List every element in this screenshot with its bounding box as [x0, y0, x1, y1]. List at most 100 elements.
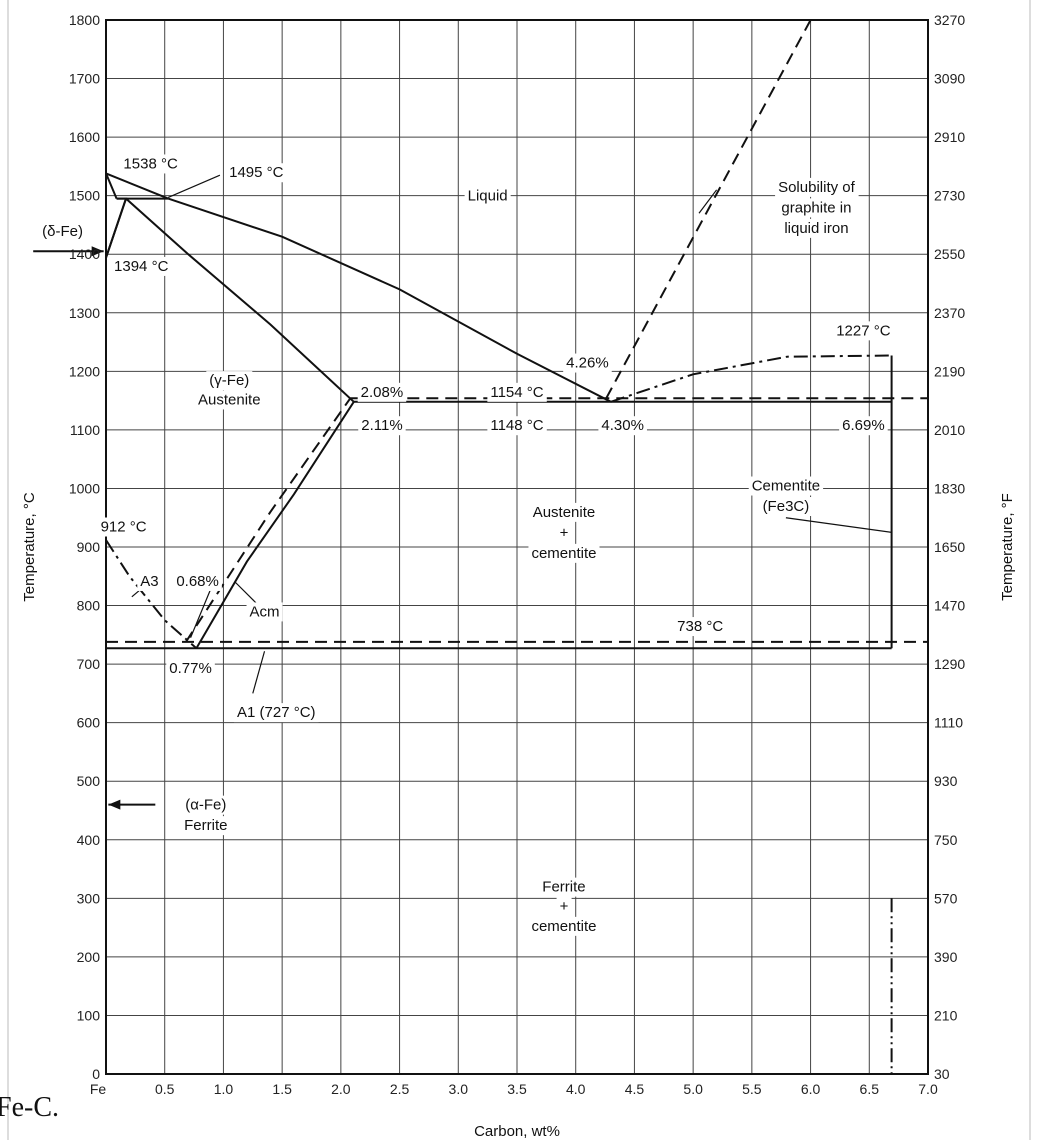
annotation-6: (δ-Fe) — [42, 223, 83, 240]
annotation-bg-9 — [195, 390, 264, 410]
annotation-bg-12 — [487, 382, 547, 402]
x-tick-label-2: 1.0 — [214, 1081, 234, 1097]
y-axis-title-right: Temperature, °F — [999, 493, 1016, 601]
annotation-20: cementite — [531, 545, 596, 562]
arrows — [33, 174, 892, 810]
annotation-bg-23 — [97, 517, 150, 537]
tick-labels: Fe 0.5 1.0 1.5 2.0 2.5 3.0 3.5 4.0 4.5 5.0 5.5 6.0 6.… — [69, 12, 966, 1097]
annotation-30: (α-Fe) — [185, 797, 226, 814]
annotation-bg-2 — [778, 198, 855, 218]
y-tick-label-3: 300 — [77, 890, 101, 906]
annotation-0: Liquid — [468, 188, 508, 205]
annotation-12: 1154 °C — [490, 384, 543, 401]
y-tick-label-16: 1600 — [69, 129, 100, 145]
x-tick-label-9: 4.5 — [625, 1081, 645, 1097]
annotation-4: 1538 °C — [123, 155, 178, 172]
annotation-bg-34 — [528, 916, 600, 936]
x-tick-label-3: 1.5 — [272, 1081, 292, 1097]
annotation-24: A3 — [140, 573, 158, 590]
x-tick-label-4: 2.0 — [331, 1081, 351, 1097]
annotation-bg-32 — [539, 877, 589, 897]
leader-line-5 — [252, 651, 266, 694]
x-tick-label-13: 6.5 — [860, 1081, 880, 1097]
annotation-bg-15 — [598, 416, 647, 436]
annotation-2: graphite in — [781, 199, 851, 216]
y-right-tick-label-12: 2190 — [934, 363, 965, 379]
plot-frame — [105, 19, 929, 1075]
boundary-solidus-delta — [105, 173, 118, 199]
y-right-tick-label-6: 1110 — [934, 715, 963, 731]
y-right-tick-label-15: 2730 — [934, 188, 965, 204]
boundary-liquidus-cementite — [610, 354, 892, 403]
y-right-tick-label-2: 390 — [934, 949, 958, 965]
annotation-bg-21 — [748, 476, 824, 496]
annotation-bg-8 — [206, 371, 253, 391]
leader-line-4 — [234, 581, 260, 606]
y-right-tick-label-5: 930 — [934, 773, 958, 789]
annotation-bg-10 — [357, 382, 407, 402]
leader-line-1 — [167, 174, 221, 198]
y-tick-label-9: 900 — [77, 539, 101, 555]
annotation-bg-30 — [182, 795, 230, 815]
annotation-22: (Fe3C) — [763, 498, 810, 515]
boundary-liquidus — [167, 197, 612, 403]
annotations: Liquid Solubility of graphite in liquid iro… — [39, 154, 894, 936]
annotation-11: 2.11% — [361, 417, 402, 434]
y-tick-label-13: 1300 — [69, 305, 100, 321]
annotation-bg-28 — [166, 659, 215, 679]
annotation-23: 912 °C — [101, 519, 147, 536]
annotation-16: 1227 °C — [836, 322, 891, 339]
boundary-solidus-gamma — [125, 197, 355, 403]
grid — [106, 20, 928, 1074]
annotation-bg-1 — [775, 177, 859, 197]
annotation-13: 1148 °C — [490, 417, 543, 434]
annotation-bg-19 — [556, 523, 572, 543]
y-right-tick-label-0: 30 — [934, 1066, 950, 1082]
leader-line-0 — [698, 189, 718, 214]
annotation-18: Austenite — [533, 504, 596, 521]
x-tick-label-12: 6.0 — [801, 1081, 821, 1097]
x-tick-label-14: 7.0 — [918, 1081, 938, 1097]
annotation-bg-26 — [246, 602, 283, 622]
annotation-9: Austenite — [198, 391, 261, 408]
annotation-bg-25 — [173, 571, 222, 591]
y-right-tick-label-18: 3270 — [934, 12, 965, 28]
figure-caption: Fe-C. — [0, 1092, 59, 1123]
y-right-tick-label-7: 1290 — [934, 656, 965, 672]
annotation-bg-16 — [833, 321, 894, 341]
annotation-5: 1495 °C — [229, 164, 284, 181]
y-tick-label-10: 1000 — [69, 480, 100, 496]
annotation-25: 0.68% — [176, 573, 219, 590]
annotation-bg-4 — [120, 154, 181, 174]
boundary-acm-line — [195, 401, 355, 649]
annotation-29: A1 (727 °C) — [237, 704, 316, 721]
annotation-bg-27 — [674, 617, 727, 637]
boundary-acm-graphite — [185, 397, 352, 643]
y-tick-label-14: 1400 — [69, 246, 100, 262]
annotation-bg-18 — [529, 502, 599, 522]
y-right-tick-label-4: 750 — [934, 832, 958, 848]
y-right-tick-label-17: 3090 — [934, 71, 965, 87]
boundary-liquidus-delta — [105, 172, 169, 200]
y-right-tick-label-11: 2010 — [934, 422, 965, 438]
x-axis-title: Carbon, wt% — [474, 1123, 560, 1140]
annotation-bg-22 — [759, 497, 813, 517]
y-tick-label-7: 700 — [77, 656, 101, 672]
annotation-32: Ferrite — [542, 879, 585, 896]
boundary-a3-line — [105, 539, 198, 650]
alpha-fe-arrow-head — [108, 799, 121, 810]
y-right-tick-label-1: 210 — [934, 1007, 958, 1023]
annotation-28: 0.77% — [169, 660, 212, 677]
annotation-14: 4.26% — [566, 355, 609, 372]
y-right-tick-label-3: 570 — [934, 890, 958, 906]
annotation-bg-7 — [111, 256, 172, 276]
annotation-bg-13 — [487, 416, 547, 436]
boundary-delta-gamma-lower — [105, 198, 127, 259]
y-tick-label-0: 0 — [92, 1066, 100, 1082]
y-tick-label-8: 800 — [77, 598, 101, 614]
annotation-bg-24 — [137, 571, 162, 591]
annotation-8: (γ-Fe) — [209, 372, 249, 389]
annotation-17: 6.69% — [842, 417, 885, 434]
annotation-34: cementite — [531, 918, 596, 935]
y-tick-label-4: 400 — [77, 832, 101, 848]
